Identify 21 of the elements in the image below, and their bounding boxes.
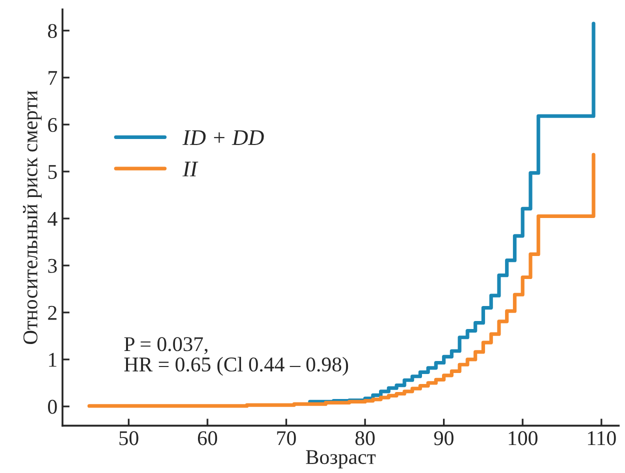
- x-tick-label: 50: [119, 431, 138, 446]
- y-tick-label: 0: [48, 400, 57, 414]
- x-tick-label: 70: [277, 431, 296, 446]
- y-tick-label: 3: [48, 258, 57, 273]
- y-tick-label: 2: [48, 306, 56, 320]
- x-tick-label: 60: [198, 431, 218, 446]
- y-tick-label: 7: [48, 71, 58, 85]
- x-tick-label: 110: [588, 431, 616, 446]
- annotation: P = 0.037, HR = 0.65 (Cl 0.44 – 0.98): [124, 337, 348, 376]
- x-axis-title: Возраст: [306, 450, 376, 468]
- x-tick-label: 90: [434, 431, 454, 446]
- x-tick-label: 80: [355, 431, 375, 446]
- y-tick-label: 1: [49, 352, 56, 367]
- y-tick-label: 5: [48, 165, 57, 179]
- legend-label: ID + DD: [182, 130, 264, 145]
- y-tick-label: 8: [48, 24, 57, 38]
- x-tick-label: 100: [508, 431, 538, 446]
- legend-label: II: [182, 162, 198, 176]
- y-tick-label: 6: [48, 118, 58, 132]
- y-tick-label: 4: [48, 212, 58, 226]
- y-axis-title: Относительный риск смерти: [22, 90, 42, 344]
